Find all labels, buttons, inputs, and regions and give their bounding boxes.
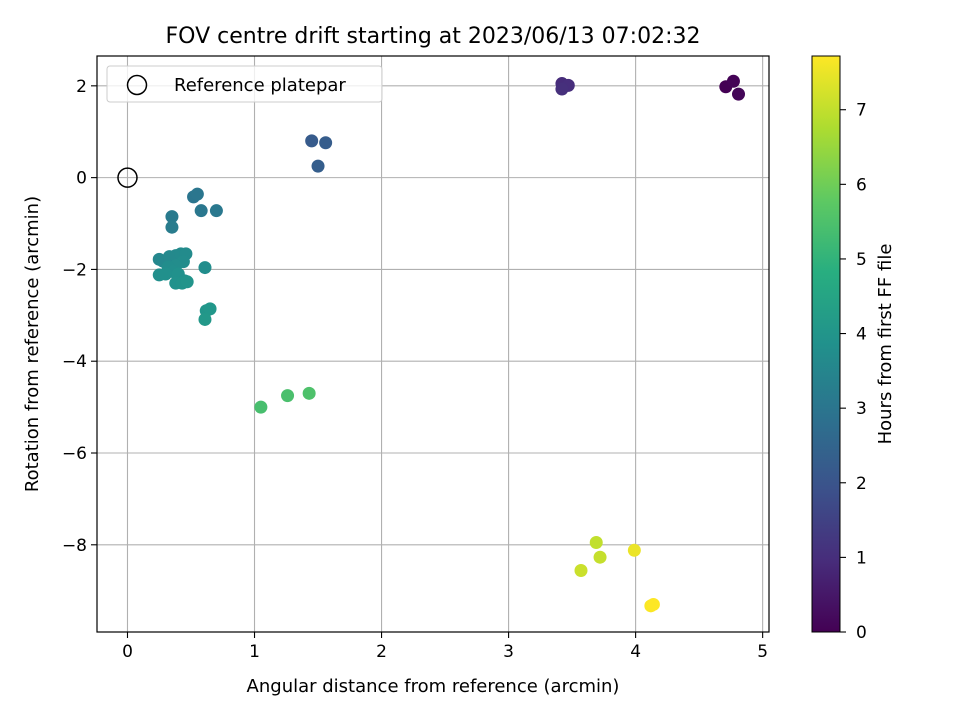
data-point [209,204,223,218]
data-point [203,302,217,316]
colorbar-tick-label: 4 [856,325,867,345]
x-tick-label: 5 [757,642,768,662]
y-tick-label: −6 [62,444,87,464]
data-point [555,82,569,96]
colorbar-ticks: 0 1 2 3 4 5 6 7 [840,101,867,643]
data-point [281,389,295,403]
x-tick-label: 2 [376,642,387,662]
legend-box [106,65,383,103]
legend-marker-icon [126,74,148,96]
colorbar-tick-label: 3 [856,399,867,419]
data-point [165,210,179,224]
y-tick-label: −4 [62,352,87,372]
data-point [589,536,603,550]
data-point [194,204,208,218]
data-point [732,87,746,101]
y-axis-label: Rotation from reference (arcmin) [22,196,43,492]
colorbar-tick-label: 5 [856,250,867,270]
colorbar-tick-label: 1 [856,548,867,568]
x-tick-label: 1 [249,642,260,662]
reference-platepar-marker [117,167,138,188]
data-point [198,312,212,326]
data-point [627,543,641,557]
x-tick-label: 3 [503,642,514,662]
y-tick-label: 0 [76,169,87,189]
data-point [165,220,179,234]
legend: Reference platepar [106,65,383,103]
reference-marker-layer [117,167,138,188]
data-point [190,187,204,201]
chart-title: FOV centre drift starting at 2023/06/13 … [166,24,701,49]
colorbar-tick-label: 6 [856,175,867,195]
x-axis-ticks: 0 1 2 3 4 5 [122,632,768,662]
plot-area-frame [96,55,770,633]
data-point [646,597,660,611]
data-point [574,563,588,577]
data-point [198,261,212,275]
colorbar-tick-label: 2 [856,474,867,494]
y-axis-ticks: 2 0 −2 −4 −6 −8 [62,77,97,556]
colorbar-label: Hours from first FF file [875,244,896,445]
x-tick-label: 4 [630,642,641,662]
y-tick-label: −8 [62,536,87,556]
data-point [726,74,740,88]
data-point [311,159,325,173]
data-point [319,136,333,150]
data-point [593,550,607,564]
data-point [254,400,268,414]
legend-entry-reference: Reference platepar [174,75,346,96]
data-point [180,275,194,289]
data-point [159,267,173,281]
colorbar-tick-label: 7 [856,101,867,121]
colorbar [811,55,841,633]
x-axis-label: Angular distance from reference (arcmin) [247,676,620,697]
x-tick-label: 0 [122,642,133,662]
y-tick-label: −2 [62,260,87,280]
colorbar-tick-label: 0 [856,623,867,643]
y-tick-label: 2 [76,77,87,97]
data-point [305,134,319,148]
data-point [302,386,316,400]
data-points [152,74,746,613]
